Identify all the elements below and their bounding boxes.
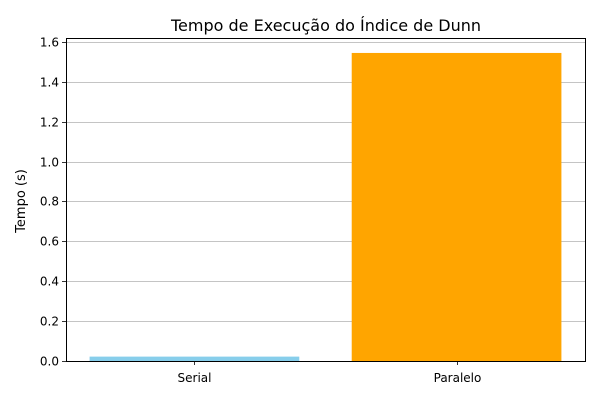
- gridlines: [66, 42, 585, 362]
- x-axis-ticks: Serial Paralelo: [178, 361, 482, 385]
- chart-title: Tempo de Execução do Índice de Dunn: [170, 16, 481, 35]
- y-tick-label: 1.0: [40, 156, 59, 170]
- y-tick-label: 1.4: [40, 76, 59, 90]
- bar-paralelo: [351, 52, 562, 361]
- bars: [89, 52, 562, 361]
- x-tick-label-serial: Serial: [178, 371, 212, 385]
- bar-serial: [89, 356, 300, 361]
- y-axis-label: Tempo (s): [14, 169, 29, 234]
- y-tick-label: 0.8: [40, 195, 59, 209]
- y-tick-label: 1.6: [40, 36, 59, 50]
- y-tick-label: 1.2: [40, 116, 59, 130]
- y-tick-label: 0.0: [40, 355, 59, 369]
- plot-frame: [66, 38, 586, 362]
- y-tick-label: 0.4: [40, 275, 59, 289]
- y-tick-label: 0.2: [40, 315, 59, 329]
- y-tick-label: 0.6: [40, 235, 59, 249]
- x-tick-label-paralelo: Paralelo: [434, 371, 482, 385]
- y-axis-ticks: 0.0 0.2 0.4 0.6 0.8 1.0 1.2 1.4 1.6: [40, 36, 66, 369]
